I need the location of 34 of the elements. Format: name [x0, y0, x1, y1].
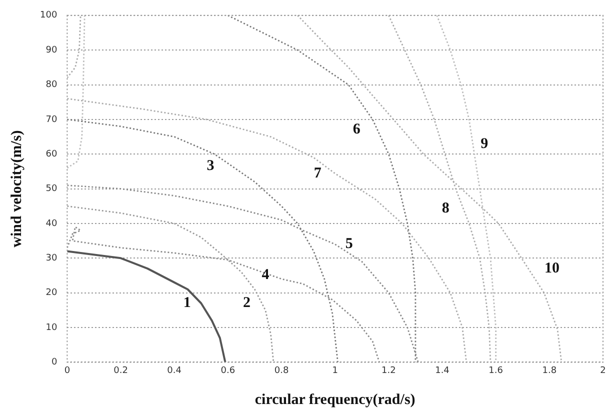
- series-label: 10: [544, 260, 560, 277]
- x-tick-label: 1.2: [382, 366, 396, 376]
- series-label: 3: [206, 158, 214, 174]
- y-tick-label: 10: [46, 322, 58, 333]
- x-tick-label: 1.8: [542, 366, 557, 376]
- y-tick-label: 0: [51, 358, 58, 368]
- series-label: 4: [262, 266, 270, 283]
- x-axis-title: circular frequency(rad/s): [254, 392, 416, 408]
- x-tick-label: 1.6: [488, 366, 504, 376]
- x-tick-label: 1: [332, 366, 338, 376]
- x-tick-label: 0.2: [114, 366, 128, 376]
- y-tick-label: 90: [46, 45, 58, 56]
- y-tick-label: 60: [46, 149, 58, 160]
- series-label: 5: [345, 236, 353, 252]
- series-label: 7: [314, 165, 322, 182]
- x-tick-label: 2: [600, 366, 606, 376]
- x-tick-label: 0.4: [167, 366, 182, 376]
- y-tick-label: 50: [46, 184, 58, 194]
- series-label: 9: [480, 136, 488, 152]
- series-label: 2: [242, 295, 250, 312]
- x-tick-label: 0: [64, 366, 70, 376]
- x-tick-label: 1.4: [435, 366, 450, 376]
- series-label: 1: [183, 295, 191, 312]
- y-tick-label: 70: [46, 114, 58, 125]
- y-tick-label: 40: [46, 218, 58, 229]
- x-tick-label: 0.6: [220, 366, 236, 376]
- series-label: 8: [442, 200, 450, 217]
- y-tick-label: 100: [40, 10, 58, 21]
- y-tick-label: 80: [46, 80, 58, 90]
- y-axis-title: wind velocity(m/s): [8, 130, 25, 248]
- series-label: 6: [352, 121, 361, 138]
- y-tick-label: 30: [46, 254, 58, 264]
- y-tick-label: 20: [46, 288, 58, 298]
- x-tick-label: 0.8: [274, 366, 289, 376]
